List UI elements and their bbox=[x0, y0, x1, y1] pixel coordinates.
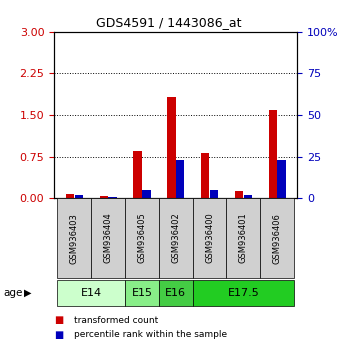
Bar bbox=[193, 280, 294, 306]
Bar bbox=[269, 109, 277, 198]
Bar bbox=[91, 198, 125, 278]
Text: ■: ■ bbox=[54, 330, 63, 339]
Text: E14: E14 bbox=[81, 288, 102, 298]
Text: GSM936402: GSM936402 bbox=[171, 213, 180, 263]
Text: E17.5: E17.5 bbox=[227, 288, 259, 298]
Bar bbox=[210, 190, 218, 198]
Bar bbox=[277, 160, 286, 198]
Bar bbox=[57, 198, 91, 278]
Text: GSM936405: GSM936405 bbox=[138, 213, 146, 263]
Text: GSM936403: GSM936403 bbox=[70, 213, 79, 263]
Bar bbox=[133, 151, 142, 198]
Bar bbox=[260, 198, 294, 278]
Text: E15: E15 bbox=[131, 288, 152, 298]
Bar bbox=[243, 195, 252, 198]
Bar bbox=[167, 97, 176, 198]
Bar bbox=[74, 195, 83, 198]
Text: percentile rank within the sample: percentile rank within the sample bbox=[74, 330, 227, 339]
Bar bbox=[226, 198, 260, 278]
Text: GSM936406: GSM936406 bbox=[273, 213, 282, 263]
Bar bbox=[201, 153, 210, 198]
Bar bbox=[142, 190, 151, 198]
Bar bbox=[235, 191, 243, 198]
Text: GSM936400: GSM936400 bbox=[205, 213, 214, 263]
Bar bbox=[159, 198, 193, 278]
Bar bbox=[125, 280, 159, 306]
Text: ▶: ▶ bbox=[24, 288, 32, 298]
Bar bbox=[99, 196, 108, 198]
Text: E16: E16 bbox=[165, 288, 186, 298]
Text: age: age bbox=[3, 288, 23, 298]
Text: GSM936401: GSM936401 bbox=[239, 213, 248, 263]
Bar bbox=[125, 198, 159, 278]
Bar bbox=[108, 196, 117, 198]
Bar bbox=[66, 194, 74, 198]
Text: GSM936404: GSM936404 bbox=[104, 213, 113, 263]
Text: transformed count: transformed count bbox=[74, 316, 159, 325]
Bar bbox=[193, 198, 226, 278]
Text: ■: ■ bbox=[54, 315, 63, 325]
Bar bbox=[176, 160, 185, 198]
Text: GDS4591 / 1443086_at: GDS4591 / 1443086_at bbox=[96, 16, 242, 29]
Bar bbox=[159, 280, 193, 306]
Bar bbox=[57, 280, 125, 306]
